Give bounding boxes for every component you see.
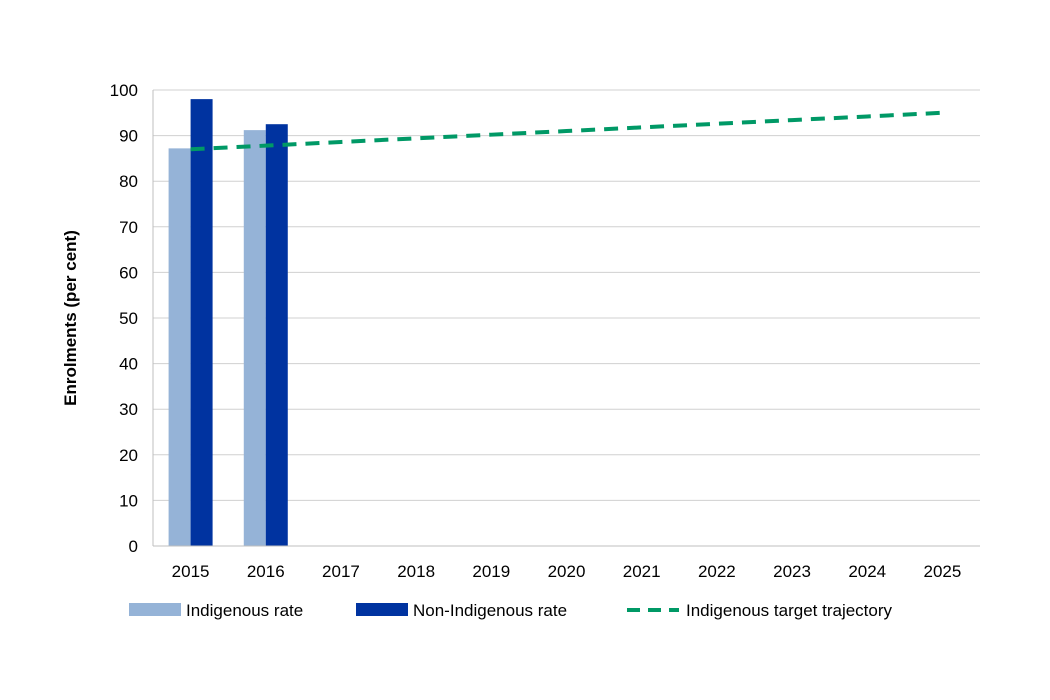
bar-non-indigenous-rate-2015 [190,99,213,547]
lines [190,110,943,152]
x-tick-label: 2018 [397,562,435,581]
y-tick-label: 80 [119,172,138,191]
y-tick-label: 60 [119,263,138,282]
y-tick-label: 20 [119,446,138,465]
y-tick-label: 50 [119,309,138,328]
y-tick-label: 100 [110,81,138,100]
x-tick-label: 2023 [773,562,811,581]
x-tick-label: 2017 [322,562,360,581]
legend-label-indigenous-target-trajectory: Indigenous target trajectory [686,601,893,620]
x-tick-label: 2020 [548,562,586,581]
y-tick-label: 10 [119,491,138,510]
bar-indigenous-rate-2015 [168,148,191,547]
y-tick-label: 70 [119,218,138,237]
y-tick-label: 30 [119,400,138,419]
y-tick-labels: 0 10 20 30 40 50 60 70 80 90 100 [110,81,138,556]
legend-swatch-non-indigenous-rate [356,603,408,616]
x-tick-label: 2021 [623,562,661,581]
x-tick-label: 2019 [472,562,510,581]
legend-label-non-indigenous-rate: Non-Indigenous rate [413,601,567,620]
bar-indigenous-rate-2016 [243,130,266,547]
y-tick-label: 40 [119,355,138,374]
y-tick-label: 90 [119,127,138,146]
x-tick-labels: 2015 2016 2017 2018 2019 2020 2021 2022 2023 2024… [172,562,962,581]
bar-non-indigenous-rate-2016 [265,124,288,546]
x-tick-label: 2025 [923,562,961,581]
bars [168,99,288,547]
y-axis-title: Enrolments (per cent) [61,230,80,406]
x-tick-label: 2015 [172,562,210,581]
legend: Indigenous rate Non-Indigenous rate Indige… [129,601,893,620]
legend-label-indigenous-rate: Indigenous rate [186,601,303,620]
x-tick-label: 2024 [848,562,886,581]
axes [152,90,980,547]
y-tick-label: 0 [129,537,138,556]
gridlines [153,89,980,501]
legend-swatch-indigenous-rate [129,603,181,616]
x-tick-label: 2016 [247,562,285,581]
line-indigenous-target-trajectory [190,110,943,152]
x-tick-label: 2022 [698,562,736,581]
